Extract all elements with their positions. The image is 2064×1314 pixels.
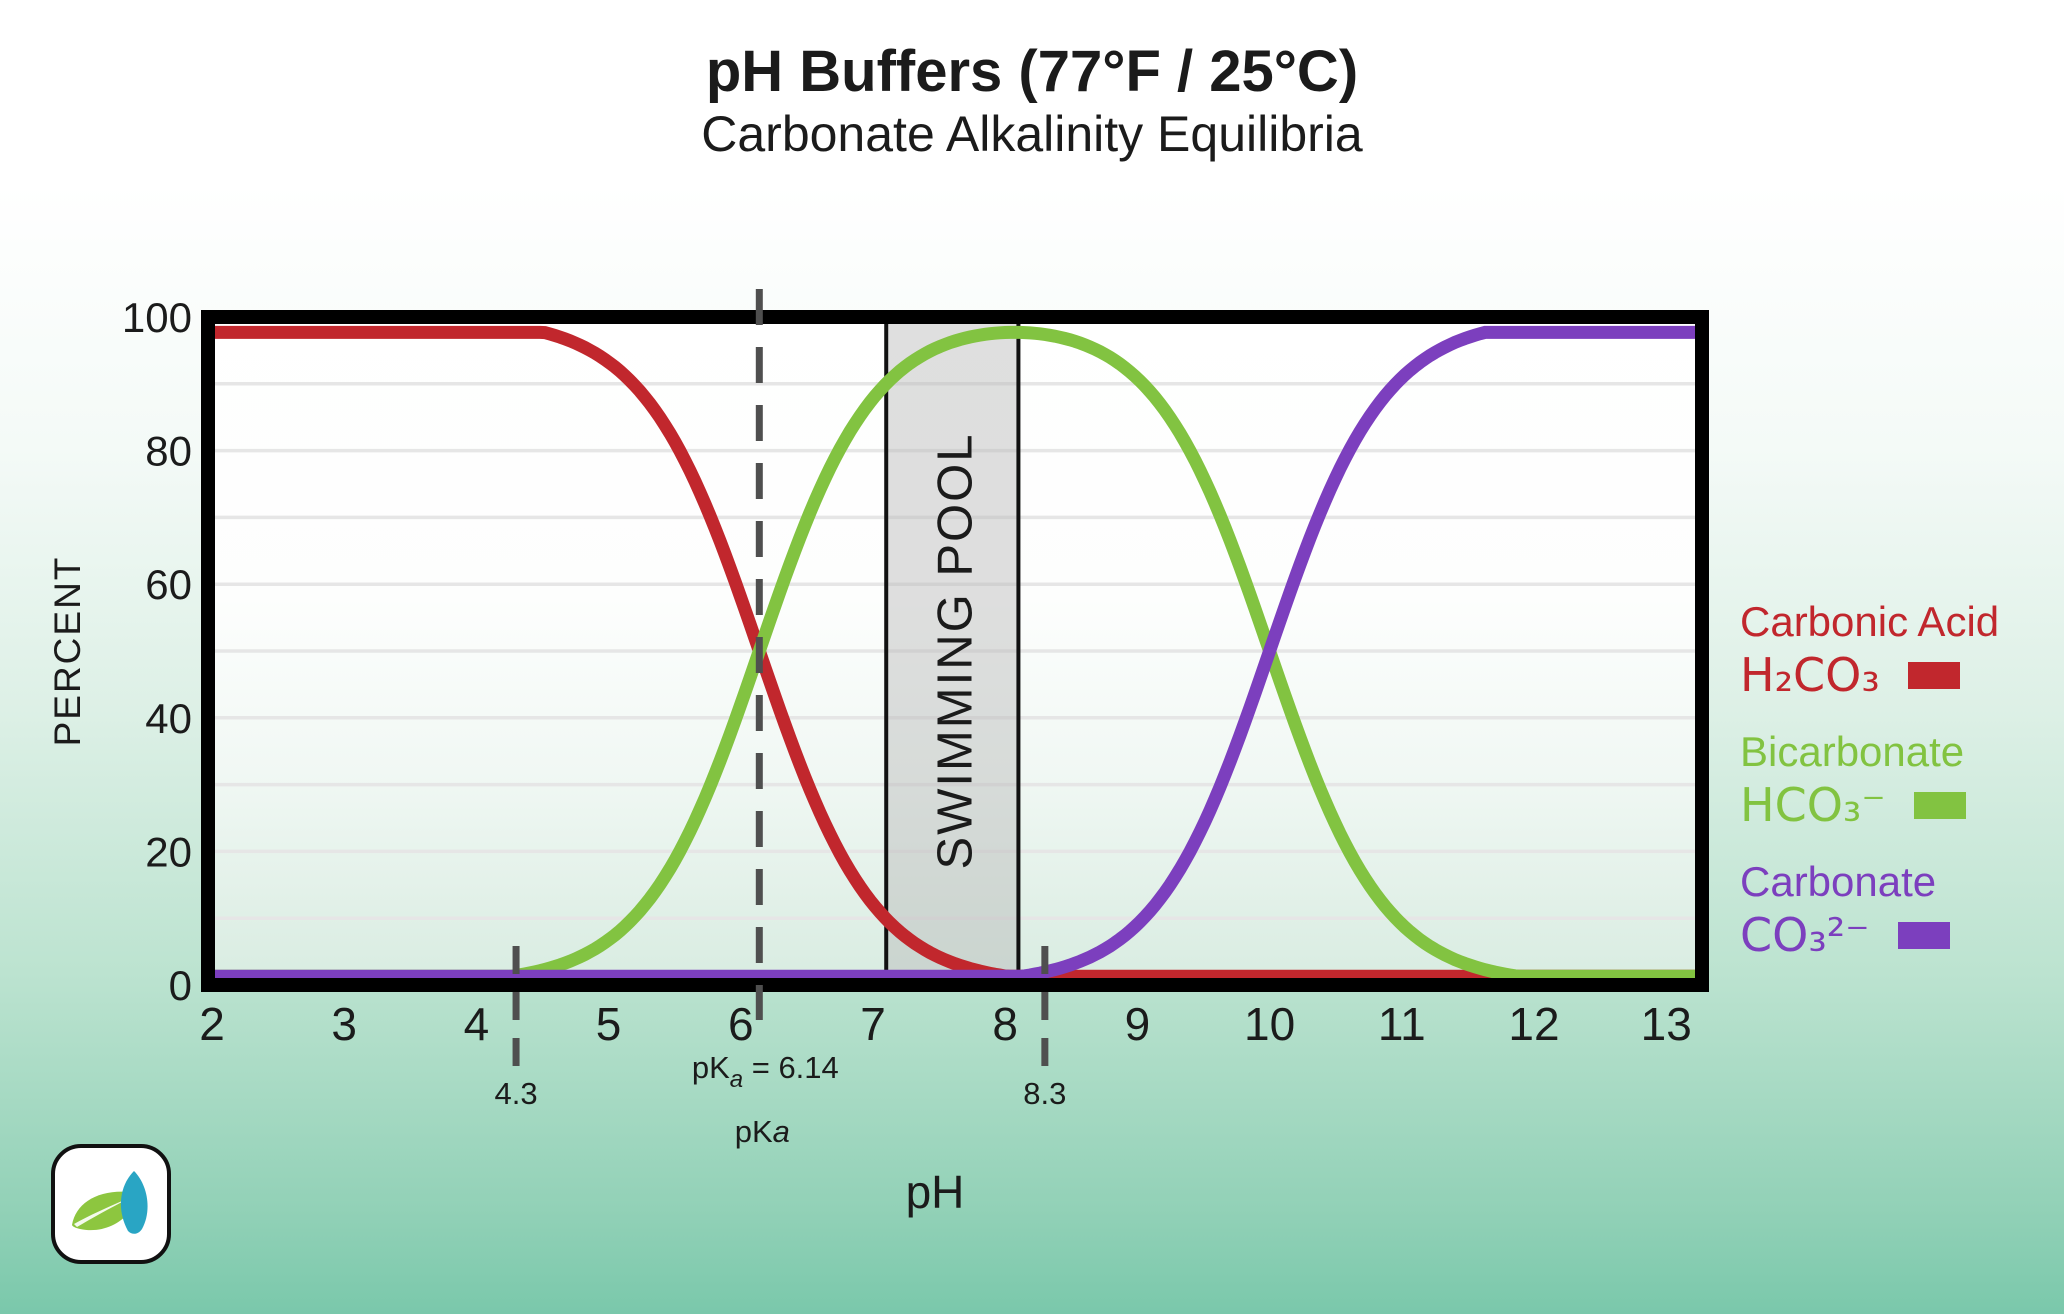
chart-title: pH Buffers (77°F / 25°C)	[705, 39, 1359, 104]
y-tick-label: 40	[145, 695, 192, 742]
blue-water-leaf-icon	[120, 1171, 148, 1234]
legend-label: Bicarbonate	[1740, 727, 1965, 775]
x-tick-label: 6	[728, 998, 754, 1050]
curve-carbonic-acid	[215, 325, 1696, 979]
x-tick-label: 5	[596, 998, 622, 1050]
y-tick-label: 20	[145, 828, 192, 875]
annotation-4-3: 4.3	[495, 1076, 538, 1111]
y-axis-title: PERCENT	[47, 556, 88, 747]
x-tick-label: 3	[331, 998, 357, 1050]
brand-logo	[51, 1144, 171, 1264]
carbonic-acid-swatch	[1907, 662, 1960, 690]
y-tick-label: 80	[145, 428, 192, 475]
legend-label: Carbonate	[1740, 857, 1937, 905]
y-tick-label: 60	[145, 561, 192, 608]
x-tick-label: 9	[1125, 998, 1151, 1050]
legend-formula: HCO₃⁻	[1740, 778, 1886, 833]
x-tick-label: 10	[1244, 998, 1295, 1050]
annotation-pka-value: pKa = 6.14	[692, 1050, 839, 1093]
legend-item-carbonic-acid: Carbonic Acid H₂CO₃	[1740, 598, 2060, 701]
green-leaf-vein	[74, 1196, 134, 1227]
plot-border	[201, 310, 1709, 992]
legend-item-carbonate: Carbonate CO₃²⁻	[1740, 858, 2060, 961]
legend-formula: CO₃²⁻	[1740, 908, 1870, 963]
pool-band	[886, 317, 1019, 985]
title-block: pH Buffers (77°F / 25°C) Carbonate Alkal…	[0, 40, 2064, 164]
x-tick-label: 4	[464, 998, 490, 1050]
y-tick-label: 100	[122, 294, 192, 341]
x-tick-label: 8	[992, 998, 1018, 1050]
x-axis-title: pH	[906, 1166, 965, 1218]
legend: Carbonic Acid H₂CO₃ Bicarbonate HCO₃⁻ Ca…	[1740, 598, 2060, 988]
x-tick-label: 11	[1378, 998, 1426, 1050]
legend-formula: H₂CO₃	[1740, 648, 1880, 703]
pool-band-label: SWIMMING POOL	[928, 432, 982, 869]
legend-item-bicarbonate: Bicarbonate HCO₃⁻	[1740, 728, 2060, 831]
x-tick-label: 12	[1508, 998, 1559, 1050]
x-tick-label: 7	[860, 998, 886, 1050]
carbonate-swatch	[1897, 921, 1950, 949]
annotation-8-3: 8.3	[1023, 1076, 1066, 1111]
x-tick-label: 13	[1641, 998, 1692, 1050]
curve-carbonate	[215, 325, 1696, 979]
bicarbonate-swatch	[1913, 791, 1966, 819]
y-tick-label: 0	[169, 962, 192, 1009]
x-tick-label: 2	[199, 998, 225, 1050]
chart-subtitle: Carbonate Alkalinity Equilibria	[701, 105, 1363, 162]
legend-label: Carbonic Acid	[1740, 598, 2000, 645]
annotation-pka: pKa	[735, 1114, 790, 1149]
